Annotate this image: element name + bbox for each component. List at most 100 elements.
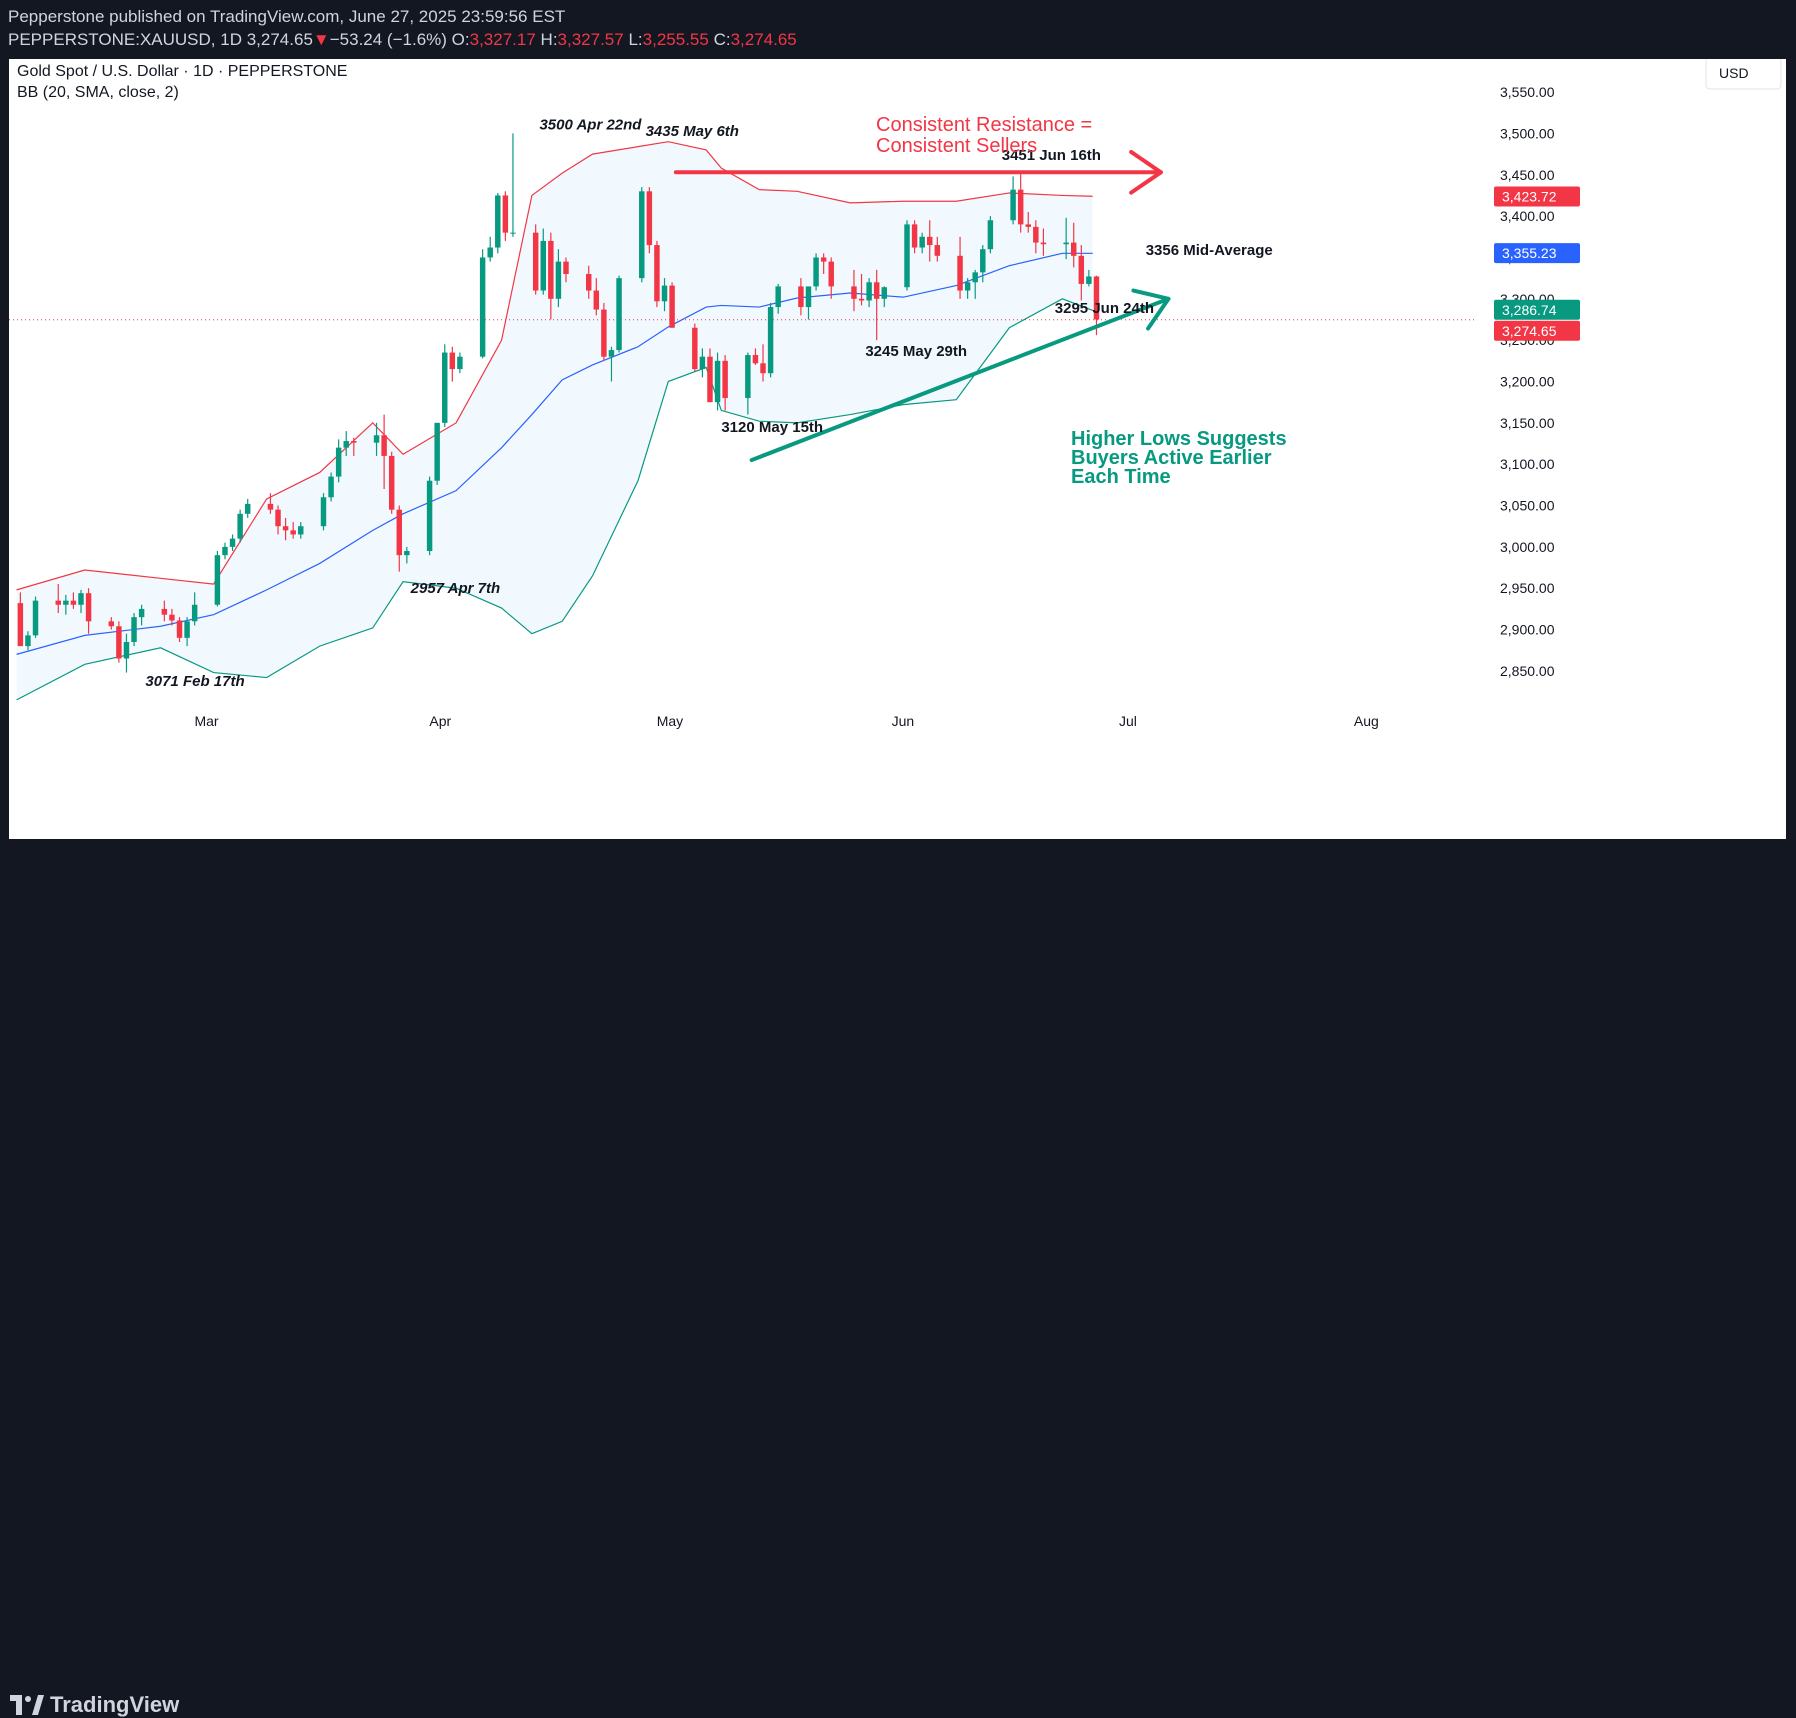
candle-body[interactable] — [1093, 276, 1100, 320]
candle-body[interactable] — [25, 635, 31, 647]
candle-body[interactable] — [275, 509, 281, 527]
candle-body[interactable] — [752, 355, 759, 364]
candle-body[interactable] — [699, 356, 706, 370]
candle-body[interactable] — [555, 261, 562, 299]
candle-body[interactable] — [502, 195, 509, 233]
candle-body[interactable] — [404, 551, 410, 556]
candle-body[interactable] — [654, 245, 660, 302]
candle-body[interactable] — [184, 621, 190, 638]
candle-body[interactable] — [851, 286, 857, 299]
candle-body[interactable] — [775, 286, 781, 308]
candle-body[interactable] — [1025, 224, 1031, 227]
candle-body[interactable] — [707, 356, 713, 403]
candle-body[interactable] — [714, 360, 721, 403]
candle-body[interactable] — [548, 240, 554, 299]
candle-body[interactable] — [449, 352, 456, 370]
candle-body[interactable] — [1070, 242, 1077, 256]
candle-body[interactable] — [1086, 276, 1092, 284]
candle-body[interactable] — [78, 593, 84, 605]
candle-body[interactable] — [351, 441, 357, 443]
candle-body[interactable] — [881, 287, 888, 299]
candle-body[interactable] — [563, 261, 569, 274]
candle-body[interactable] — [70, 600, 77, 605]
candle-body[interactable] — [161, 608, 168, 615]
candle-body[interactable] — [1017, 189, 1024, 225]
candle-body[interactable] — [692, 327, 698, 370]
candle-body[interactable] — [479, 257, 486, 357]
candle-body[interactable] — [722, 360, 728, 399]
candle-body[interactable] — [267, 503, 274, 510]
candle-body[interactable] — [601, 309, 607, 357]
candle-body[interactable] — [388, 455, 395, 510]
candle-body[interactable] — [616, 278, 622, 351]
candle-body[interactable] — [335, 447, 342, 477]
candle-body[interactable] — [987, 220, 994, 250]
candle-body[interactable] — [964, 282, 971, 291]
candle-body[interactable] — [972, 272, 978, 283]
candle-body[interactable] — [32, 600, 39, 636]
candle-body[interactable] — [669, 285, 675, 328]
candle-body[interactable] — [858, 298, 865, 301]
candle-body[interactable] — [116, 626, 122, 659]
candle-body[interactable] — [176, 620, 183, 638]
candle-body[interactable] — [1078, 255, 1085, 284]
tradingview-logo[interactable]: TradingView — [10, 1692, 179, 1718]
candle-body[interactable] — [661, 285, 668, 302]
candle-body[interactable] — [1033, 226, 1039, 243]
candle-body[interactable] — [1010, 189, 1016, 221]
candle-body[interactable] — [320, 497, 327, 527]
candle-body[interactable] — [820, 257, 827, 262]
candle-body[interactable] — [85, 593, 92, 622]
candle-body[interactable] — [434, 422, 440, 481]
candle-body[interactable] — [957, 255, 963, 291]
candle-body[interactable] — [593, 290, 600, 310]
price-chart[interactable]: 3500 Apr 22nd 3435 May 6th 3451 Jun 16th 33… — [9, 56, 1786, 839]
candle-body[interactable] — [244, 503, 251, 514]
candle-body[interactable] — [328, 476, 334, 498]
candle-body[interactable] — [813, 257, 819, 287]
candle-body[interactable] — [980, 249, 986, 273]
candle-body[interactable] — [911, 224, 918, 248]
candle-body[interactable] — [639, 191, 645, 279]
candle-body[interactable] — [487, 247, 493, 258]
candle-body[interactable] — [426, 480, 433, 552]
candle-body[interactable] — [798, 286, 804, 308]
candle-body[interactable] — [298, 526, 304, 535]
candle-body[interactable] — [108, 621, 115, 627]
candle-body[interactable] — [63, 600, 69, 605]
legend-indicator[interactable]: BB (20, SMA, close, 2) — [17, 84, 179, 101]
candle-body[interactable] — [55, 600, 61, 605]
candle-body[interactable] — [191, 604, 198, 622]
candle-body[interactable] — [373, 435, 380, 443]
candle-body[interactable] — [457, 356, 463, 370]
candle-body[interactable] — [214, 555, 221, 605]
candle-body[interactable] — [828, 261, 834, 287]
candle-body[interactable] — [745, 355, 751, 399]
candle-body[interactable] — [1040, 242, 1047, 245]
candle-body[interactable] — [237, 513, 243, 539]
chart-panel[interactable]: 3500 Apr 22nd 3435 May 6th 3451 Jun 16th 33… — [9, 56, 1786, 839]
candle-body[interactable] — [229, 538, 236, 547]
candle-body[interactable] — [873, 282, 880, 299]
candle-body[interactable] — [904, 224, 910, 288]
candle-body[interactable] — [282, 526, 289, 531]
candle-body[interactable] — [343, 441, 349, 448]
candle-body[interactable] — [510, 232, 516, 234]
candle-body[interactable] — [767, 307, 774, 374]
candle-body[interactable] — [222, 546, 228, 556]
candle-body[interactable] — [540, 240, 546, 291]
candle-body[interactable] — [805, 286, 812, 308]
symbol-label[interactable]: PEPPERSTONE:XAUUSD, 1D — [8, 30, 242, 49]
candle-body[interactable] — [532, 232, 539, 291]
candle-body[interactable] — [495, 195, 501, 248]
candle-body[interactable] — [585, 274, 592, 291]
candle-body[interactable] — [760, 363, 766, 374]
candle-body[interactable] — [927, 236, 933, 246]
candle-body[interactable] — [381, 435, 387, 456]
candle-body[interactable] — [608, 350, 615, 357]
candle-body[interactable] — [17, 603, 24, 647]
candle-body[interactable] — [290, 530, 296, 535]
candle-body[interactable] — [934, 245, 941, 256]
candle-body[interactable] — [123, 641, 130, 659]
candle-body[interactable] — [169, 614, 175, 621]
